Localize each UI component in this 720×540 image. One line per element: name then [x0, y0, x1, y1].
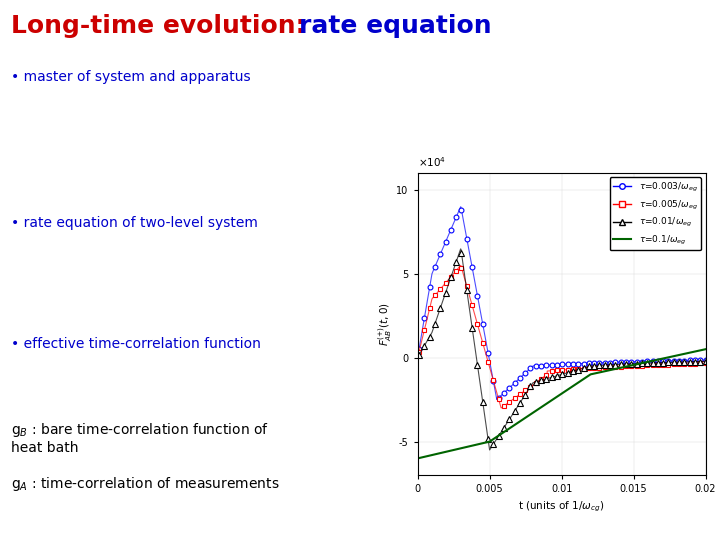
Legend: $\tau$=0.003/$\omega_{eg}$, $\tau$=0.005/$\omega_{eg}$, $\tau$=0.01/$\omega_{eg}: $\tau$=0.003/$\omega_{eg}$, $\tau$=0.005… — [610, 177, 701, 251]
Text: g$_A$ : time-correlation of measurements: g$_A$ : time-correlation of measurements — [11, 475, 279, 493]
Y-axis label: $F^{(+)}_{AB}(t,0)$: $F^{(+)}_{AB}(t,0)$ — [376, 302, 394, 346]
Text: • rate equation of two-level system: • rate equation of two-level system — [11, 216, 258, 230]
X-axis label: t (units of 1/$\omega_{cg}$): t (units of 1/$\omega_{cg}$) — [518, 500, 605, 514]
Text: • master of system and apparatus: • master of system and apparatus — [11, 70, 251, 84]
Text: • effective time-correlation function: • effective time-correlation function — [11, 338, 261, 352]
Text: $\times 10^4$: $\times 10^4$ — [418, 155, 446, 169]
Text: rate equation: rate equation — [299, 14, 492, 37]
Text: Long-time evolution:: Long-time evolution: — [11, 14, 314, 37]
Text: g$_B$ : bare time-correlation function of
heat bath: g$_B$ : bare time-correlation function o… — [11, 421, 269, 455]
